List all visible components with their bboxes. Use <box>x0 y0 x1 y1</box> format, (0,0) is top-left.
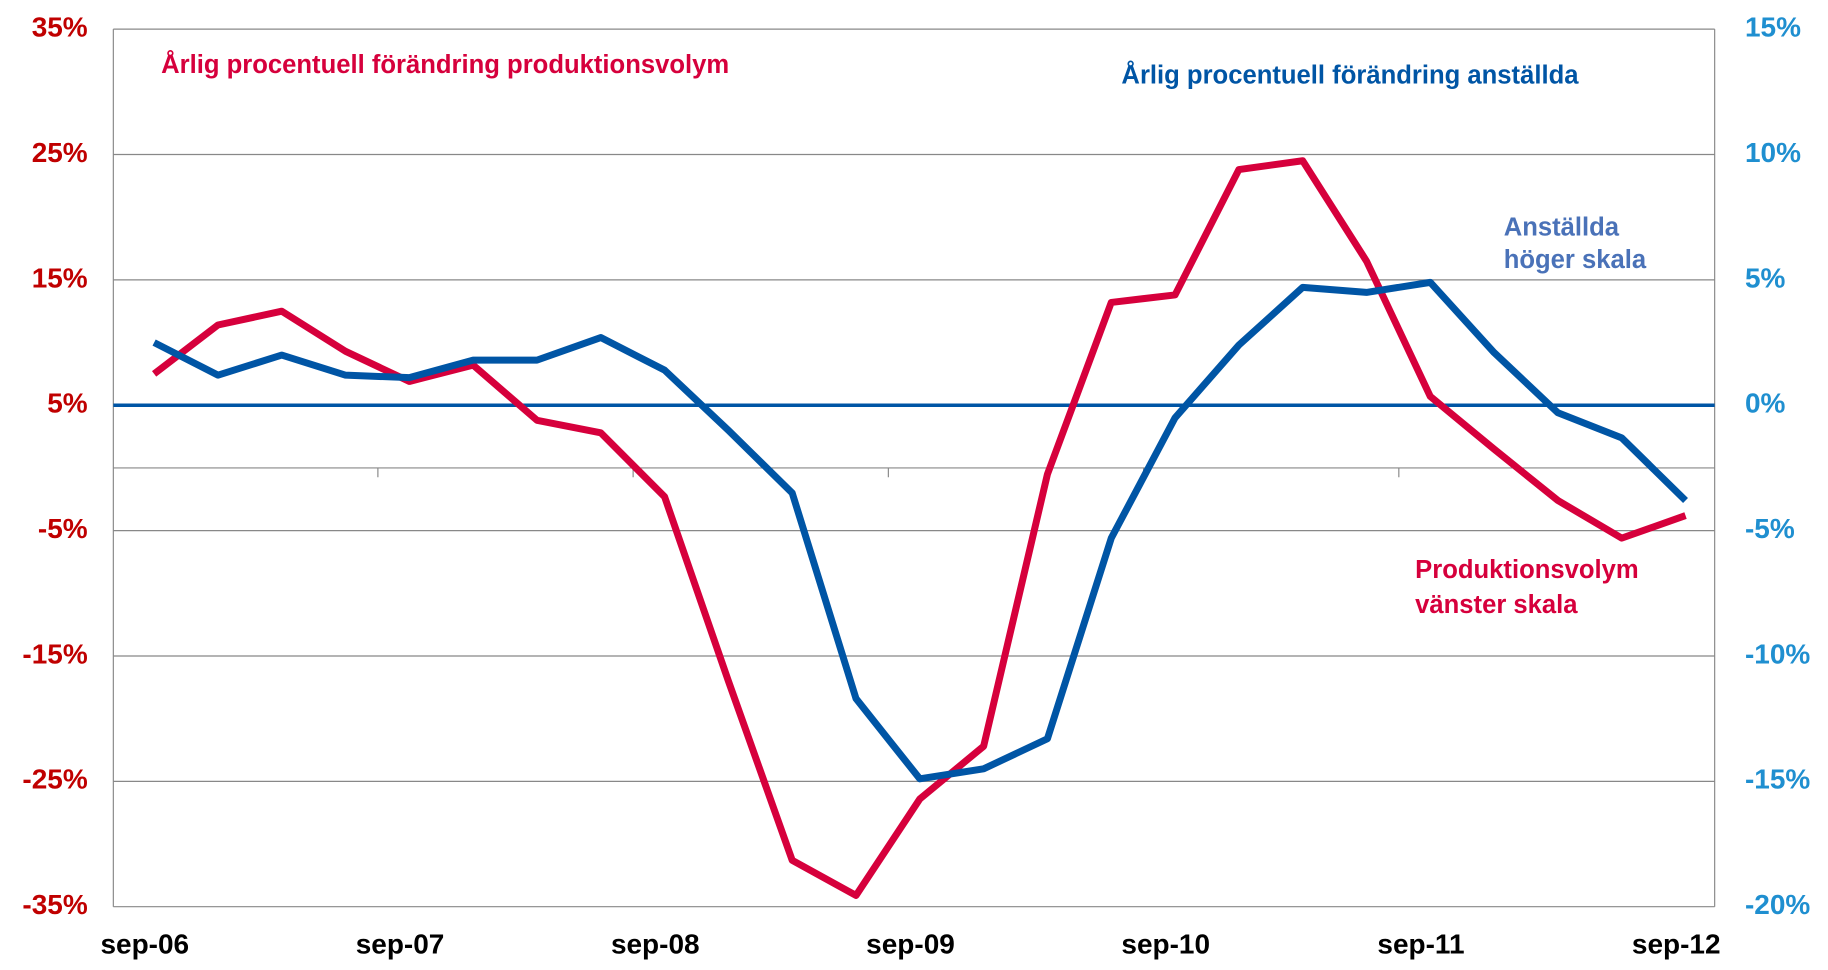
series-line <box>151 157 1687 899</box>
y2-tick-label: -10% <box>1745 638 1810 669</box>
x-tick-label: sep-11 <box>1377 929 1464 960</box>
x-tick-label: sep-09 <box>866 929 955 960</box>
y-tick-label: -15% <box>22 638 87 669</box>
x-tick-label: sep-12 <box>1632 929 1721 960</box>
x-tick-label: sep-06 <box>100 929 189 960</box>
x-tick-label: sep-10 <box>1121 929 1210 960</box>
y2-tick-label: -15% <box>1745 764 1810 795</box>
series-line <box>152 278 1688 783</box>
legend-label: Årlig procentuell förändring anställda <box>1121 61 1579 90</box>
legend-label: Årlig procentuell förändring produktions… <box>161 50 729 79</box>
y-tick-label: 25% <box>32 137 88 168</box>
y-tick-label: 5% <box>47 388 88 419</box>
y-tick-label: -25% <box>22 764 87 795</box>
y-tick-label: 15% <box>32 262 88 293</box>
y2-tick-label: 5% <box>1745 262 1786 293</box>
y2-tick-label: 10% <box>1745 137 1801 168</box>
y2-tick-label: -5% <box>1745 513 1795 544</box>
x-tick-label: sep-07 <box>356 929 445 960</box>
y-tick-label: -35% <box>22 889 87 920</box>
y2-tick-label: 15% <box>1745 12 1801 43</box>
y2-tick-label: 0% <box>1745 388 1786 419</box>
y2-tick-label: -20% <box>1745 889 1810 920</box>
y-tick-label: 35% <box>32 12 88 43</box>
annotation: Anställda höger skala <box>1504 213 1647 274</box>
annotation: Produktionsvolym vänster skala <box>1415 556 1639 619</box>
x-tick-label: sep-08 <box>611 929 700 960</box>
y-tick-label: -5% <box>38 513 88 544</box>
